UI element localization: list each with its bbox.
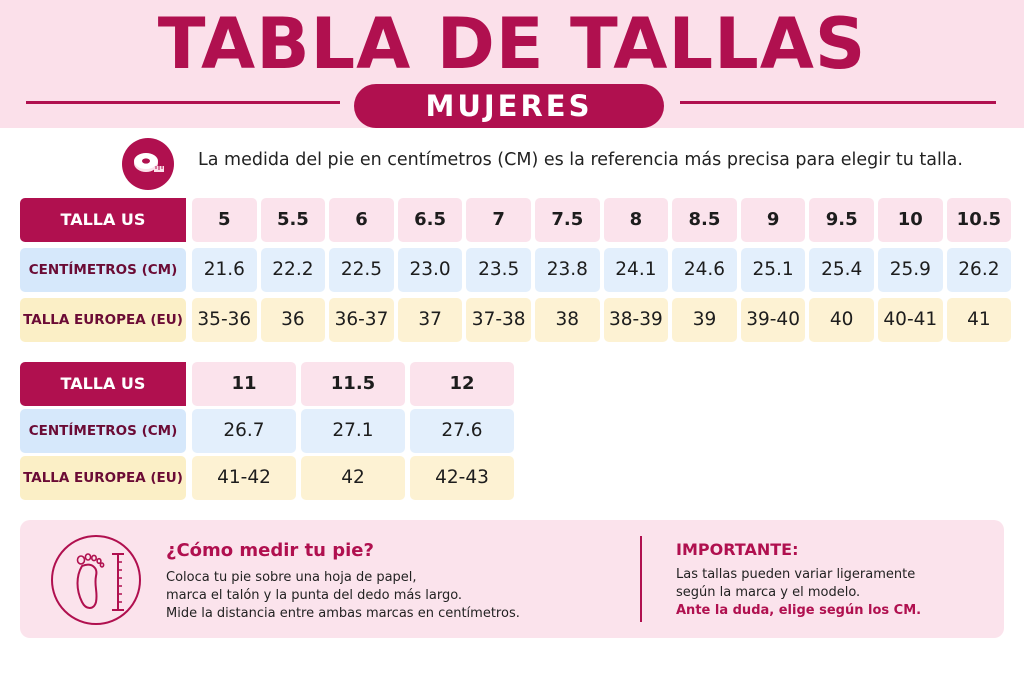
how-to-title: ¿Cómo medir tu pie? xyxy=(166,540,374,561)
how-to-line: Mide la distancia entre ambas marcas en … xyxy=(166,606,520,621)
title-rule-right xyxy=(680,101,996,104)
centimetros-cell: 26.2 xyxy=(946,248,1012,292)
centimetros-cell: 22.2 xyxy=(260,248,326,292)
talla-europea-cell: 40-41 xyxy=(878,298,943,342)
talla-us-cell: 12 xyxy=(410,362,514,406)
title-rule-left xyxy=(26,101,340,104)
label-talla-europea: TALLA EUROPEA (EU) xyxy=(20,298,186,342)
talla-us-cell: 10 xyxy=(878,198,943,242)
talla-us-cell: 11 xyxy=(192,362,296,406)
talla-us-cell: 11.5 xyxy=(301,362,405,406)
foot-ruler-icon xyxy=(48,532,144,628)
centimetros-cell: 23.8 xyxy=(535,248,600,292)
talla-us-cell: 6.5 xyxy=(397,198,463,242)
talla-europea-cell: 40 xyxy=(809,298,874,342)
how-to-line: marca el talón y la punta del dedo más l… xyxy=(166,588,463,603)
centimetros-cell: 22.5 xyxy=(329,248,394,292)
centimetros-cell: 24.6 xyxy=(672,248,737,292)
label-talla-us: TALLA US xyxy=(20,362,186,406)
talla-us-cell: 7 xyxy=(466,198,531,242)
talla-us-cell: 9.5 xyxy=(809,198,874,242)
talla-europea-cell: 38 xyxy=(535,298,600,342)
talla-europea-cell: 42 xyxy=(301,456,405,500)
size-table-2: TALLA US 11 11.5 12 CENTÍMETROS (CM) 26.7 2… xyxy=(20,362,514,500)
talla-us-cell: 10.5 xyxy=(946,198,1012,242)
centimetros-cell: 27.1 xyxy=(301,409,405,453)
important-line: según la marca y el modelo. xyxy=(676,585,861,600)
talla-us-cell: 5.5 xyxy=(260,198,326,242)
talla-us-cell: 8.5 xyxy=(672,198,737,242)
label-centimetros: CENTÍMETROS (CM) xyxy=(20,409,186,453)
talla-us-cell: 5 xyxy=(192,198,257,242)
centimetros-cell: 23.0 xyxy=(397,248,463,292)
centimetros-cell: 24.1 xyxy=(603,248,669,292)
info-box xyxy=(20,520,1004,638)
talla-europea-cell: 37-38 xyxy=(466,298,531,342)
important-title: IMPORTANTE: xyxy=(676,540,799,559)
size-table-1: TALLA US 5 5.5 6 6.5 7 7.5 8 8.5 9 9.5 10 10.5 CENT… xyxy=(20,198,1012,342)
subtitle-badge: MUJERES xyxy=(354,84,664,128)
talla-europea-cell: 39 xyxy=(672,298,737,342)
measuring-tape-icon xyxy=(122,138,174,190)
talla-us-cell: 8 xyxy=(603,198,669,242)
centimetros-cell: 25.9 xyxy=(878,248,943,292)
talla-us-cell: 7.5 xyxy=(535,198,600,242)
talla-europea-cell: 36-37 xyxy=(329,298,394,342)
page-title: TABLA DE TALLAS xyxy=(157,3,867,85)
talla-us-cell: 6 xyxy=(329,198,394,242)
important-emphasis: Ante la duda, elige según los CM. xyxy=(676,603,922,618)
centimetros-cell: 25.4 xyxy=(809,248,874,292)
label-talla-us: TALLA US xyxy=(20,198,186,242)
talla-us-cell: 9 xyxy=(740,198,806,242)
important-line: Las tallas pueden variar ligeramente xyxy=(676,567,916,582)
centimetros-cell: 26.7 xyxy=(192,409,296,453)
centimetros-cell: 21.6 xyxy=(192,248,257,292)
talla-europea-cell: 35-36 xyxy=(192,298,257,342)
how-to-line: Coloca tu pie sobre una hoja de papel, xyxy=(166,570,417,585)
talla-europea-cell: 38-39 xyxy=(603,298,669,342)
talla-europea-cell: 37 xyxy=(397,298,463,342)
talla-europea-cell: 39-40 xyxy=(740,298,806,342)
talla-europea-cell: 41 xyxy=(946,298,1012,342)
talla-europea-cell: 36 xyxy=(260,298,326,342)
centimetros-cell: 25.1 xyxy=(740,248,806,292)
centimetros-cell: 27.6 xyxy=(410,409,514,453)
info-divider xyxy=(640,536,642,622)
label-talla-europea: TALLA EUROPEA (EU) xyxy=(20,456,186,500)
intro-text: La medida del pie en centímetros (CM) es… xyxy=(198,150,963,170)
label-centimetros: CENTÍMETROS (CM) xyxy=(20,248,186,292)
centimetros-cell: 23.5 xyxy=(466,248,531,292)
talla-europea-cell: 41-42 xyxy=(192,456,296,500)
talla-europea-cell: 42-43 xyxy=(410,456,514,500)
